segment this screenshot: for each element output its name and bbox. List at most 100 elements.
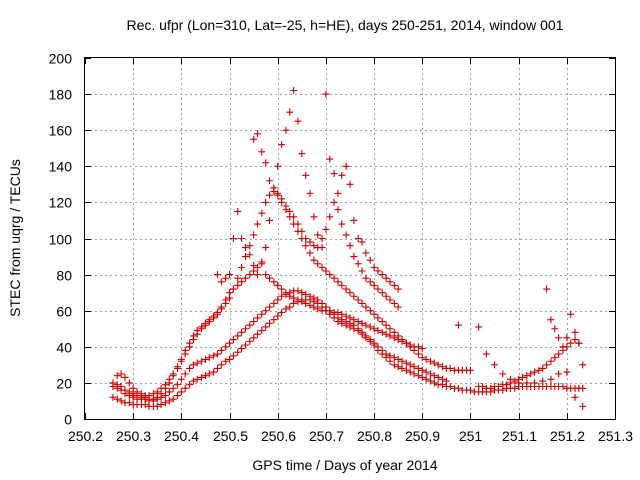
data-point bbox=[531, 379, 539, 387]
data-point bbox=[201, 355, 209, 363]
data-point bbox=[346, 180, 354, 188]
data-point bbox=[310, 294, 318, 302]
data-point bbox=[258, 148, 266, 156]
data-point bbox=[205, 316, 213, 324]
data-point bbox=[378, 318, 386, 326]
data-point bbox=[226, 339, 234, 347]
data-point bbox=[322, 267, 330, 275]
data-point bbox=[258, 310, 266, 318]
data-point bbox=[177, 388, 185, 396]
data-point bbox=[210, 352, 218, 360]
data-point bbox=[157, 401, 165, 409]
data-point bbox=[226, 355, 234, 363]
data-point bbox=[198, 373, 206, 381]
data-point bbox=[547, 375, 555, 383]
data-point bbox=[350, 216, 358, 224]
data-point bbox=[270, 184, 278, 192]
y-tick-label: 40 bbox=[56, 340, 72, 356]
data-point bbox=[306, 249, 314, 257]
data-point bbox=[426, 357, 434, 365]
data-point bbox=[551, 354, 559, 362]
data-point bbox=[234, 274, 242, 282]
y-tick-label: 200 bbox=[49, 51, 73, 67]
data-point bbox=[362, 303, 370, 311]
data-point bbox=[222, 357, 230, 365]
data-point bbox=[161, 399, 169, 407]
data-point bbox=[378, 289, 386, 297]
data-point bbox=[511, 384, 519, 392]
data-point bbox=[563, 368, 571, 376]
data-point bbox=[354, 318, 362, 326]
data-point bbox=[362, 321, 370, 329]
data-point bbox=[314, 231, 322, 239]
data-point bbox=[241, 253, 249, 261]
data-point bbox=[362, 249, 370, 257]
data-point bbox=[306, 189, 314, 197]
data-point bbox=[346, 242, 354, 250]
data-point bbox=[234, 207, 242, 215]
data-point bbox=[201, 319, 209, 327]
data-point bbox=[262, 323, 270, 331]
data-point bbox=[362, 274, 370, 282]
data-point bbox=[354, 260, 362, 268]
data-point bbox=[253, 220, 261, 228]
data-point bbox=[531, 368, 539, 376]
data-point bbox=[286, 303, 294, 311]
data-point bbox=[310, 303, 318, 311]
data-point bbox=[169, 370, 177, 378]
data-point bbox=[499, 370, 507, 378]
data-point bbox=[246, 242, 254, 250]
data-point bbox=[286, 108, 294, 116]
y-tick-labels: 0 20 40 60 80 100 120 140 160 180 200 bbox=[49, 51, 73, 428]
data-point bbox=[314, 260, 322, 268]
data-point bbox=[454, 384, 462, 392]
data-point bbox=[366, 336, 374, 344]
data-point bbox=[571, 328, 579, 336]
data-point bbox=[274, 312, 282, 320]
data-point bbox=[258, 258, 266, 266]
data-point bbox=[294, 287, 302, 295]
data-point bbox=[394, 363, 402, 371]
data-point bbox=[547, 357, 555, 365]
data-point bbox=[153, 388, 161, 396]
data-point bbox=[250, 135, 258, 143]
data-point bbox=[246, 337, 254, 345]
data-point bbox=[342, 312, 350, 320]
data-point bbox=[278, 141, 286, 149]
data-point bbox=[270, 299, 278, 307]
data-point bbox=[278, 309, 286, 317]
data-point bbox=[338, 171, 346, 179]
data-point bbox=[366, 323, 374, 331]
data-point bbox=[113, 372, 121, 380]
data-point bbox=[378, 328, 386, 336]
data-point bbox=[567, 310, 575, 318]
data-point bbox=[226, 271, 234, 279]
x-tick-labels: 250.2 250.3 250.4 250.5 250.6 250.7 250.8 250.9… bbox=[68, 428, 633, 444]
data-point bbox=[113, 381, 121, 389]
data-point bbox=[378, 346, 386, 354]
data-point bbox=[253, 314, 261, 322]
data-point bbox=[266, 191, 274, 199]
data-point bbox=[559, 343, 567, 351]
data-point bbox=[358, 299, 366, 307]
data-point bbox=[555, 350, 563, 358]
data-point bbox=[515, 379, 523, 387]
data-point bbox=[322, 90, 330, 98]
data-point bbox=[466, 366, 474, 374]
data-point bbox=[406, 343, 414, 351]
data-point bbox=[418, 366, 426, 374]
data-point bbox=[454, 321, 462, 329]
data-point bbox=[390, 354, 398, 362]
data-point bbox=[318, 263, 326, 271]
data-point bbox=[390, 281, 398, 289]
y-tick-label: 20 bbox=[56, 376, 72, 392]
data-point bbox=[229, 235, 237, 242]
data-point bbox=[503, 381, 511, 389]
data-point bbox=[302, 242, 310, 250]
data-point bbox=[482, 350, 490, 358]
data-point bbox=[439, 363, 447, 371]
data-point bbox=[217, 305, 225, 313]
data-point bbox=[314, 296, 322, 304]
data-point bbox=[539, 364, 547, 372]
data-point bbox=[266, 274, 274, 282]
